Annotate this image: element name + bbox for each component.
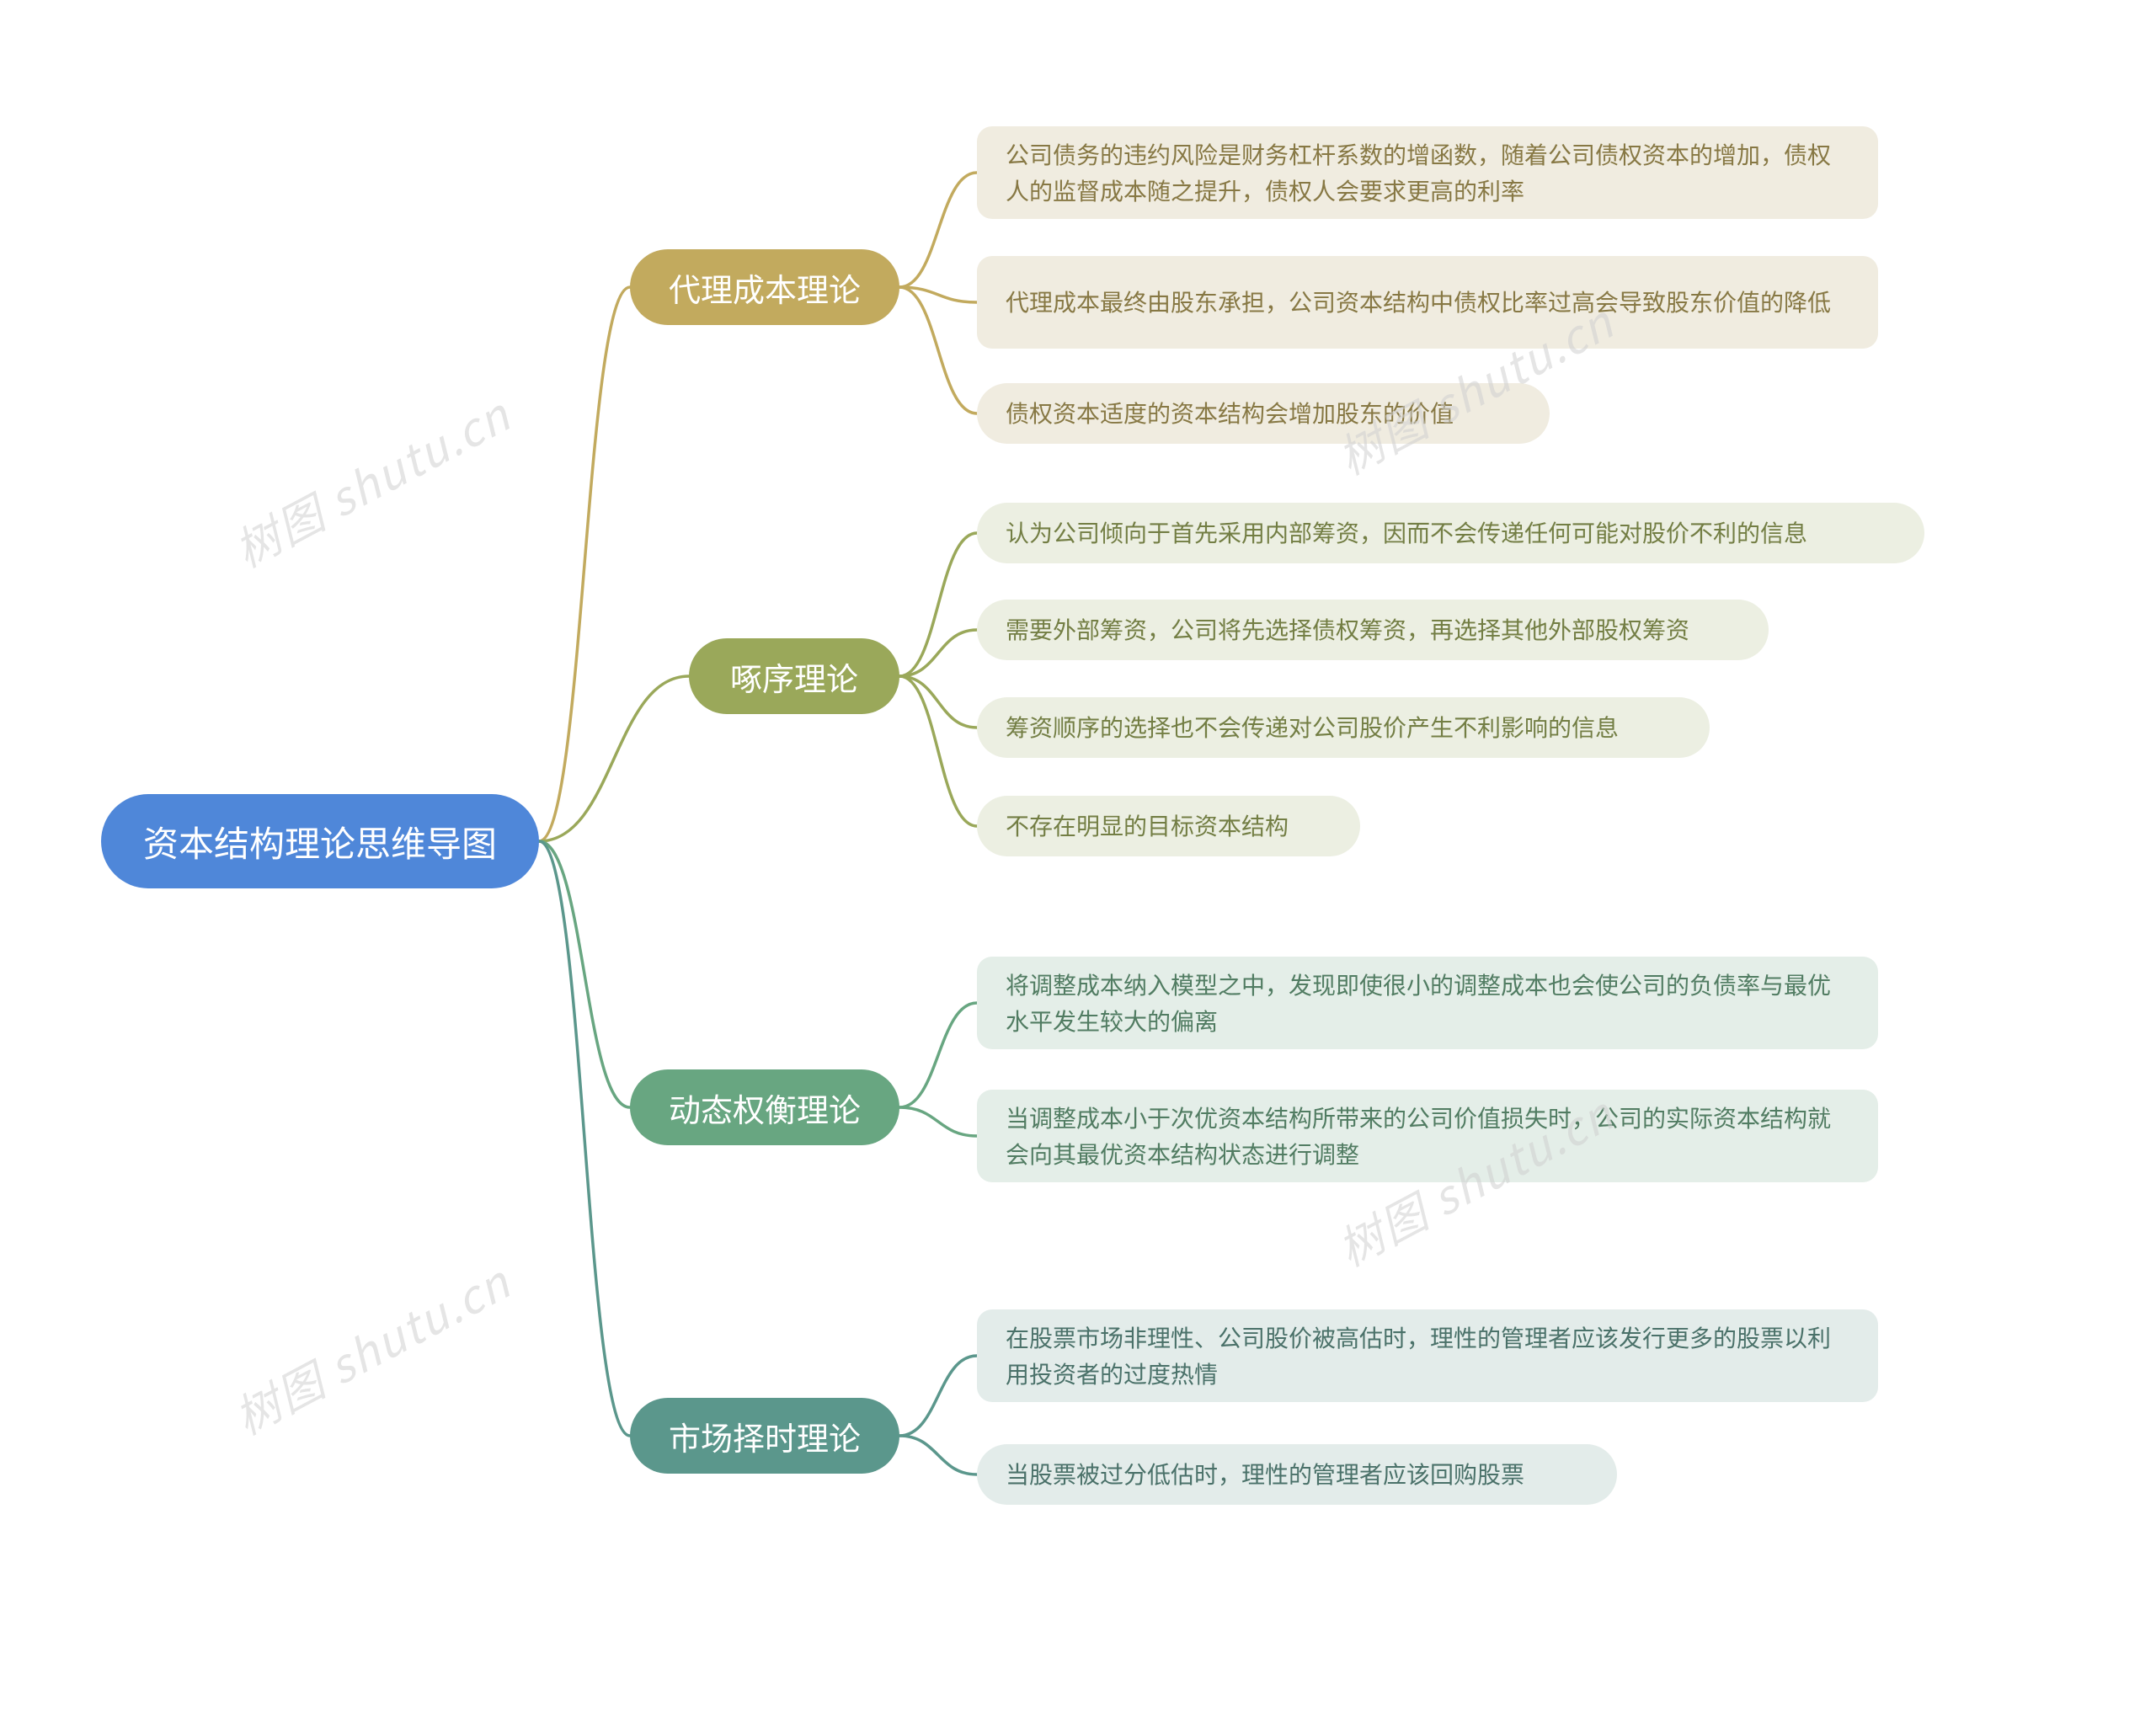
watermark-text: 树图 shutu.cn <box>221 379 521 580</box>
leaf-market-0[interactable]: 在股票市场非理性、公司股价被高估时，理性的管理者应该发行更多的股票以利用投资者的… <box>977 1309 1878 1402</box>
leaf-text: 债权资本适度的资本结构会增加股东的价值 <box>1006 395 1454 431</box>
leaf-text: 在股票市场非理性、公司股价被高估时，理性的管理者应该发行更多的股票以利用投资者的… <box>1006 1320 1849 1393</box>
leaf-text: 公司债务的违约风险是财务杠杆系数的增函数，随着公司债权资本的增加，债权人的监督成… <box>1006 136 1849 210</box>
branch-label: 代理成本理论 <box>669 264 861 311</box>
branch-dynamic[interactable]: 动态权衡理论 <box>630 1069 899 1145</box>
leaf-market-1[interactable]: 当股票被过分低估时，理性的管理者应该回购股票 <box>977 1444 1617 1505</box>
leaf-pecking-1[interactable]: 需要外部筹资，公司将先选择债权筹资，再选择其他外部股权筹资 <box>977 600 1769 660</box>
leaf-pecking-2[interactable]: 筹资顺序的选择也不会传递对公司股价产生不利影响的信息 <box>977 697 1710 758</box>
branch-agency[interactable]: 代理成本理论 <box>630 249 899 325</box>
leaf-agency-1[interactable]: 代理成本最终由股东承担，公司资本结构中债权比率过高会导致股东价值的降低 <box>977 256 1878 349</box>
leaf-text: 当调整成本小于次优资本结构所带来的公司价值损失时，公司的实际资本结构就会向其最优… <box>1006 1100 1849 1173</box>
root-node[interactable]: 资本结构理论思维导图 <box>101 794 539 888</box>
leaf-text: 认为公司倾向于首先采用内部筹资，因而不会传递任何可能对股价不利的信息 <box>1006 515 1807 551</box>
watermark: 树图 shutu.cn <box>221 1246 521 1448</box>
leaf-agency-0[interactable]: 公司债务的违约风险是财务杠杆系数的增函数，随着公司债权资本的增加，债权人的监督成… <box>977 126 1878 219</box>
leaf-dynamic-1[interactable]: 当调整成本小于次优资本结构所带来的公司价值损失时，公司的实际资本结构就会向其最优… <box>977 1090 1878 1182</box>
leaf-text: 将调整成本纳入模型之中，发现即使很小的调整成本也会使公司的负债率与最优水平发生较… <box>1006 967 1849 1040</box>
leaf-text: 筹资顺序的选择也不会传递对公司股价产生不利影响的信息 <box>1006 709 1619 745</box>
leaf-text: 当股票被过分低估时，理性的管理者应该回购股票 <box>1006 1456 1524 1492</box>
branch-market[interactable]: 市场择时理论 <box>630 1398 899 1474</box>
branch-label: 动态权衡理论 <box>669 1085 861 1131</box>
leaf-agency-2[interactable]: 债权资本适度的资本结构会增加股东的价值 <box>977 383 1550 444</box>
leaf-pecking-3[interactable]: 不存在明显的目标资本结构 <box>977 796 1360 856</box>
branch-label: 啄序理论 <box>730 653 858 700</box>
leaf-pecking-0[interactable]: 认为公司倾向于首先采用内部筹资，因而不会传递任何可能对股价不利的信息 <box>977 503 1924 563</box>
watermark-text: 树图 shutu.cn <box>221 1246 521 1448</box>
branch-pecking[interactable]: 啄序理论 <box>689 638 899 714</box>
leaf-text: 代理成本最终由股东承担，公司资本结构中债权比率过高会导致股东价值的降低 <box>1006 284 1831 320</box>
root-label: 资本结构理论思维导图 <box>143 816 497 867</box>
branch-label: 市场择时理论 <box>669 1413 861 1459</box>
leaf-text: 不存在明显的目标资本结构 <box>1006 808 1289 844</box>
watermark: 树图 shutu.cn <box>221 379 521 580</box>
leaf-dynamic-0[interactable]: 将调整成本纳入模型之中，发现即使很小的调整成本也会使公司的负债率与最优水平发生较… <box>977 957 1878 1049</box>
leaf-text: 需要外部筹资，公司将先选择债权筹资，再选择其他外部股权筹资 <box>1006 611 1689 648</box>
